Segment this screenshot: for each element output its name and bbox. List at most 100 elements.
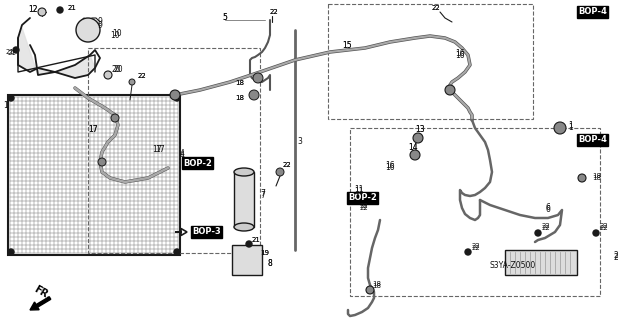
Text: 22: 22: [542, 225, 551, 231]
Text: 18: 18: [235, 80, 244, 86]
Bar: [88, 48, 260, 253]
Text: 22: 22: [472, 245, 481, 251]
Text: BOP-3: BOP-3: [192, 227, 221, 236]
Text: 22: 22: [138, 73, 147, 79]
Text: 18: 18: [372, 283, 381, 289]
Text: 18: 18: [372, 281, 381, 287]
Text: 19: 19: [260, 250, 269, 256]
Text: 17: 17: [88, 125, 98, 135]
Text: BOP-4: BOP-4: [578, 136, 607, 145]
Text: 22: 22: [542, 223, 551, 229]
Text: 19: 19: [260, 250, 269, 256]
Text: 22: 22: [360, 205, 369, 211]
Text: 11: 11: [354, 186, 364, 195]
FancyArrow shape: [30, 297, 51, 310]
Text: 4: 4: [180, 149, 185, 158]
Text: 17: 17: [88, 125, 98, 135]
Text: 21: 21: [6, 49, 15, 55]
Text: BOP-4: BOP-4: [578, 8, 607, 17]
Circle shape: [276, 168, 284, 176]
Text: 7: 7: [260, 189, 265, 197]
Text: BOP-2: BOP-2: [348, 194, 377, 203]
Bar: [234, 172, 254, 227]
Text: 10: 10: [110, 31, 120, 40]
Circle shape: [253, 73, 263, 83]
Text: S3YA-Z0500: S3YA-Z0500: [490, 261, 536, 270]
Bar: [8, 95, 180, 255]
Circle shape: [535, 230, 541, 236]
Circle shape: [465, 249, 471, 255]
Text: 21: 21: [8, 50, 17, 56]
Text: 5: 5: [222, 13, 227, 23]
Circle shape: [170, 90, 180, 100]
Circle shape: [129, 79, 135, 85]
Text: 15: 15: [342, 41, 351, 50]
Circle shape: [98, 158, 106, 166]
Text: 5: 5: [222, 13, 227, 23]
Text: 16: 16: [385, 161, 395, 170]
Text: BOP-2: BOP-2: [183, 159, 212, 167]
Text: 17: 17: [152, 145, 162, 154]
Circle shape: [246, 241, 252, 247]
Circle shape: [38, 8, 46, 16]
Text: 15: 15: [342, 41, 351, 50]
Text: 22: 22: [360, 203, 369, 209]
Text: 18: 18: [592, 175, 601, 181]
Text: 11: 11: [354, 188, 364, 197]
Ellipse shape: [234, 223, 254, 231]
Text: 10: 10: [112, 28, 122, 38]
Text: 22: 22: [432, 5, 441, 11]
Text: 8: 8: [268, 259, 273, 269]
Text: 21: 21: [252, 237, 261, 243]
Text: 9: 9: [97, 18, 102, 26]
Text: 13: 13: [415, 125, 424, 135]
Text: 6: 6: [545, 205, 550, 214]
Circle shape: [76, 18, 100, 42]
Circle shape: [249, 90, 259, 100]
Text: 22: 22: [138, 73, 147, 79]
Circle shape: [578, 174, 586, 182]
Ellipse shape: [234, 168, 254, 176]
Text: 16: 16: [455, 50, 465, 60]
Bar: [232, 245, 262, 275]
Circle shape: [593, 230, 599, 236]
Text: 20: 20: [113, 65, 123, 75]
Bar: [328, 4, 533, 119]
Text: 3: 3: [297, 137, 302, 146]
Text: 16: 16: [455, 48, 465, 57]
Text: 4: 4: [180, 151, 185, 160]
Text: 22: 22: [432, 5, 441, 11]
Text: 18: 18: [235, 95, 244, 101]
Text: 21: 21: [68, 5, 77, 11]
Text: 6: 6: [545, 204, 550, 212]
Circle shape: [13, 47, 19, 53]
Text: 1: 1: [568, 122, 573, 130]
Text: 18: 18: [592, 173, 601, 179]
Text: 17: 17: [155, 145, 164, 154]
Text: 20: 20: [112, 65, 122, 75]
Text: 14: 14: [408, 144, 418, 152]
Text: 21: 21: [252, 237, 261, 243]
Circle shape: [366, 286, 374, 294]
Text: 21: 21: [68, 5, 77, 11]
Text: 22: 22: [600, 223, 609, 229]
Text: 22: 22: [283, 162, 292, 168]
Circle shape: [554, 122, 566, 134]
Text: 12: 12: [28, 5, 38, 14]
Circle shape: [413, 133, 423, 143]
Text: FR.: FR.: [32, 284, 52, 302]
Polygon shape: [18, 28, 95, 78]
Text: 22: 22: [270, 9, 279, 15]
Text: 7: 7: [260, 190, 265, 199]
Text: 13: 13: [415, 125, 424, 135]
Bar: [350, 128, 600, 296]
Text: 22: 22: [600, 225, 609, 231]
Circle shape: [410, 150, 420, 160]
Circle shape: [174, 249, 180, 255]
Text: 22: 22: [270, 9, 279, 15]
Text: 2: 2: [614, 251, 619, 261]
Circle shape: [445, 85, 455, 95]
Text: 22: 22: [283, 162, 292, 168]
Text: 22: 22: [472, 243, 481, 249]
Text: 18: 18: [235, 80, 244, 86]
